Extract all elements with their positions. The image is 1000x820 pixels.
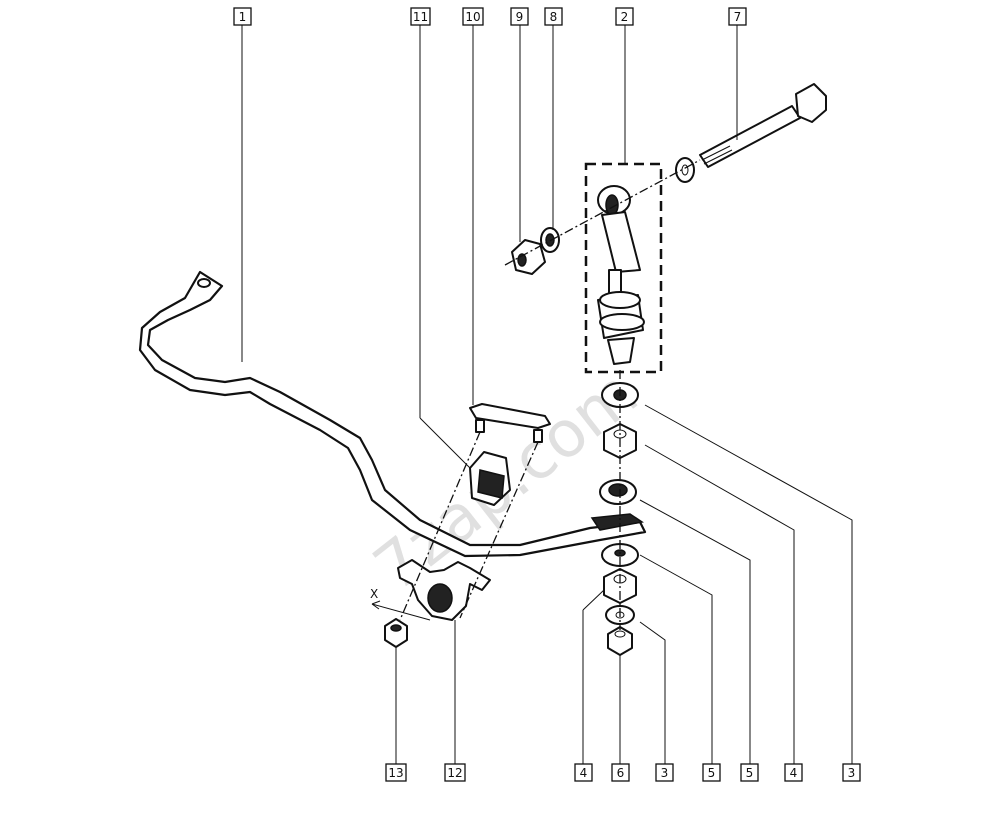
dimension-x: X	[370, 587, 431, 621]
svg-text:4: 4	[580, 766, 588, 780]
svg-text:12: 12	[447, 766, 462, 780]
svg-text:5: 5	[746, 766, 754, 780]
callout-top-11: 11	[410, 7, 431, 26]
callout-top-8: 8	[544, 7, 563, 26]
leader-lines	[241, 25, 853, 764]
assembly-axis	[504, 159, 701, 266]
bolt	[699, 83, 827, 168]
bolt-axis	[459, 441, 539, 619]
callout-bottom-13: 13	[385, 763, 407, 782]
nut	[511, 239, 546, 275]
svg-text:11: 11	[413, 10, 428, 24]
callout-top-10: 10	[462, 7, 484, 26]
bar-bushing	[469, 451, 511, 506]
washer	[675, 157, 695, 183]
bolt-axis	[399, 431, 481, 621]
callout-bottom-4: 4	[574, 763, 593, 782]
callout-bottom-4b: 4	[784, 763, 803, 782]
svg-text:4: 4	[790, 766, 798, 780]
svg-text:6: 6	[617, 766, 625, 780]
svg-text:10: 10	[465, 10, 480, 24]
callout-bottom-12: 12	[444, 763, 466, 782]
callout-bottom-5b: 5	[740, 763, 759, 782]
svg-text:13: 13	[388, 766, 403, 780]
nut	[384, 618, 408, 648]
svg-text:1: 1	[239, 10, 247, 24]
washer	[540, 227, 560, 253]
callout-top-1: 1	[233, 7, 252, 26]
callout-top-9: 9	[510, 7, 529, 26]
svg-text:9: 9	[516, 10, 524, 24]
callout-bottom-6: 6	[611, 763, 630, 782]
washer	[601, 543, 639, 567]
nut	[607, 626, 633, 656]
clamp-plate	[469, 403, 551, 443]
cup-washer	[599, 479, 637, 505]
link-assembly-box	[584, 162, 663, 374]
svg-text:5: 5	[708, 766, 716, 780]
callout-top-7: 7	[728, 7, 747, 26]
callout-bottom-3: 3	[655, 763, 674, 782]
callout-top-2: 2	[615, 7, 634, 26]
svg-text:7: 7	[734, 10, 742, 24]
mounting-bracket	[397, 559, 491, 621]
dimension-x-label: X	[370, 587, 378, 601]
svg-text:8: 8	[550, 10, 558, 24]
stabilizer-link	[597, 185, 645, 365]
callout-bottom-5: 5	[702, 763, 721, 782]
svg-text:3: 3	[661, 766, 669, 780]
svg-text:3: 3	[848, 766, 856, 780]
stabilizer-bar	[138, 270, 647, 558]
callout-bottom-3b: 3	[842, 763, 861, 782]
svg-text:2: 2	[621, 10, 629, 24]
